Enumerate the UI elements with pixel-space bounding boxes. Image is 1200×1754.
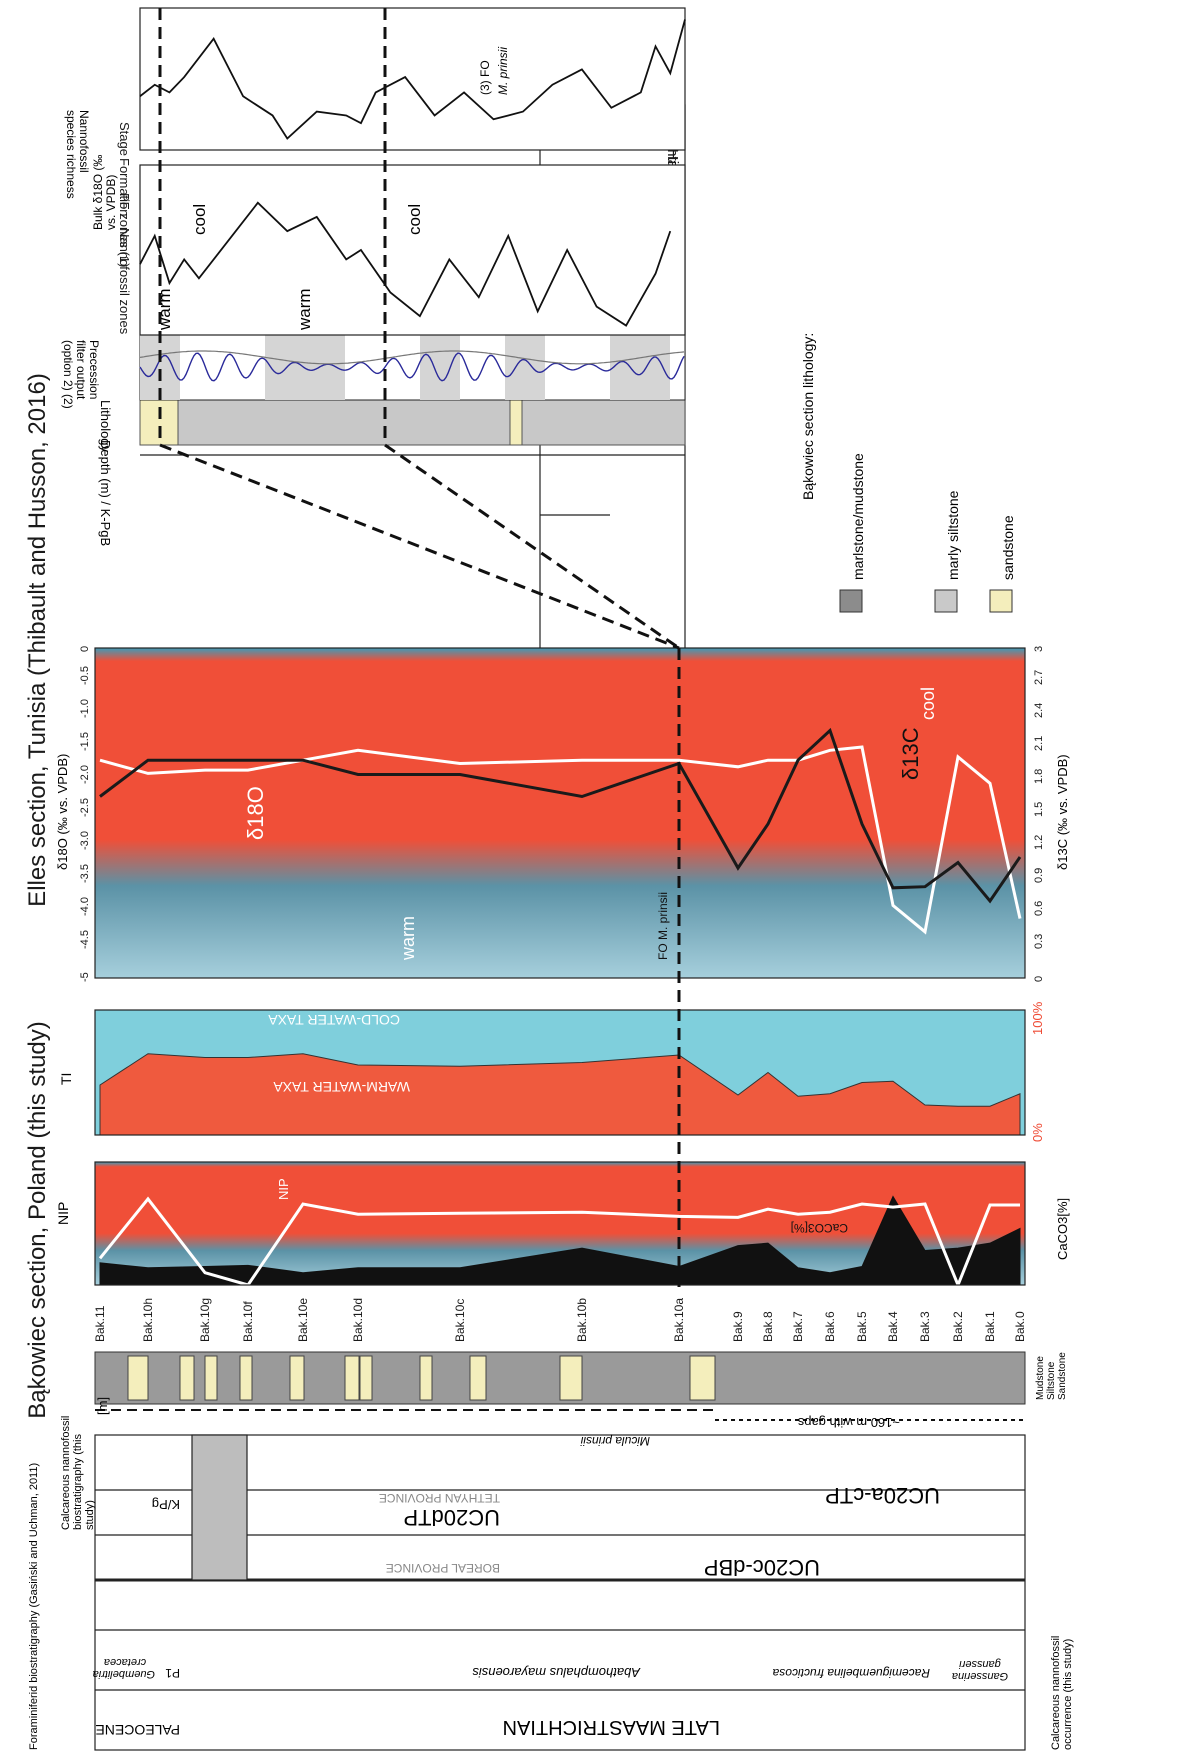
elles-richness-line — [139, 19, 686, 140]
d18o-line — [99, 745, 1022, 935]
iso-o-tick: -3.0 — [79, 831, 91, 850]
iso-o-tick: -4.0 — [79, 897, 91, 916]
iso-o-tick: -2.0 — [79, 765, 91, 784]
sample-label-bak-4: Bak.4 — [886, 1311, 900, 1342]
iso-c-tick: 2.4 — [1033, 703, 1045, 718]
sample-label-bak-11: Bak.11 — [93, 1305, 107, 1342]
iso-o-tick: -1.0 — [79, 699, 91, 718]
iso-c-tick: 0.9 — [1033, 868, 1045, 883]
sample-label-bak-5: Bak.5 — [855, 1311, 869, 1342]
iso-c-tick: 0.3 — [1033, 934, 1045, 949]
ti-area — [99, 1053, 1021, 1136]
sandstone-bed — [179, 1355, 195, 1401]
sample-label-bak-9: Bak.9 — [731, 1311, 745, 1342]
iso-c-tick: 0 — [1033, 976, 1045, 982]
sandstone-bed — [689, 1355, 716, 1401]
elles-col-pf: PF zones (1) — [117, 193, 132, 267]
iso-o-tick: 0 — [79, 646, 91, 652]
elles-col-stage: Stage — [117, 122, 132, 156]
precession-wave — [139, 352, 685, 382]
iso-o-tick: -5 — [79, 972, 91, 982]
precession-envelope — [139, 350, 685, 365]
sandstone-bed — [127, 1355, 149, 1401]
iso-c-tick: 3 — [1033, 646, 1045, 652]
iso-c-tick: 1.2 — [1033, 835, 1045, 850]
iso-c-tick: 2.1 — [1033, 736, 1045, 751]
iso-panel — [94, 647, 1026, 979]
sandstone-bed — [469, 1355, 487, 1401]
legend-swatch-sandstone — [989, 589, 1013, 613]
sandstone-bed — [344, 1355, 360, 1401]
elles-plots — [139, 7, 686, 456]
iso-o-tick: -1.5 — [79, 732, 91, 751]
sample-label-bak-7: Bak.7 — [791, 1311, 805, 1342]
sandstone-bed — [559, 1355, 583, 1401]
sandstone-bed — [204, 1355, 218, 1401]
sample-label-bak-10h: Bak.10h — [141, 1298, 155, 1342]
iso-o-tick: -0.5 — [79, 666, 91, 685]
sandstone-bed — [239, 1355, 253, 1401]
nip-panel — [94, 1161, 1026, 1290]
bakowiec-title: Bąkowiec section, Poland (this study) — [24, 1021, 51, 1419]
iso-o-tick: -4.5 — [79, 930, 91, 949]
sample-label-bak-10c: Bak.10c — [453, 1299, 467, 1342]
sample-label-bak-8: Bak.8 — [761, 1311, 775, 1342]
legend — [839, 589, 1013, 613]
sample-label-bak-10f: Bak.10f — [241, 1301, 255, 1342]
iso-c-tick: 0.6 — [1033, 901, 1045, 916]
elles-d18o-line — [139, 201, 672, 327]
d13c-line — [99, 727, 1022, 904]
elles-col-nanno: Nannofossil zones — [117, 228, 132, 335]
sample-label-bak-10g: Bak.10g — [198, 1298, 212, 1342]
ti-panel — [94, 1009, 1026, 1136]
strat-table — [94, 1434, 1026, 1751]
legend-swatch-marly-siltstone — [934, 589, 958, 613]
iso-c-tick: 1.5 — [1033, 802, 1045, 817]
sandstone-bed — [419, 1355, 433, 1401]
elles-title: Elles section, Tunisia (Thibault and Hus… — [24, 373, 51, 907]
sample-label-bak-6: Bak.6 — [823, 1311, 837, 1342]
sample-label-bak-10d: Bak.10d — [351, 1298, 365, 1342]
iso-c-tick: 2.7 — [1033, 670, 1045, 685]
sample-label-bak-10a: Bak.10a — [672, 1298, 686, 1342]
iso-c-tick: 1.8 — [1033, 769, 1045, 784]
sample-label-bak-1: Bak.1 — [983, 1311, 997, 1342]
elles-col-formation: Formation — [117, 158, 132, 217]
iso-o-tick: -2.5 — [79, 798, 91, 817]
sample-label-bak-10e: Bak.10e — [296, 1298, 310, 1342]
sample-label-bak-0: Bak.0 — [1013, 1311, 1027, 1342]
legend-swatch-marlstone — [839, 589, 863, 613]
sandstone-bed — [359, 1355, 373, 1401]
sample-labels: Bak.11 Bak.10h Bak.10g Bak.10f Bak.10e Bak.10… — [93, 1298, 1027, 1342]
iso-o-tick: -3.5 — [79, 864, 91, 883]
sample-label-bak-3: Bak.3 — [918, 1311, 932, 1342]
section-column — [94, 1351, 1026, 1421]
sample-label-bak-10b: Bak.10b — [575, 1298, 589, 1342]
sandstone-bed — [289, 1355, 305, 1401]
sample-label-bak-2: Bak.2 — [951, 1311, 965, 1342]
